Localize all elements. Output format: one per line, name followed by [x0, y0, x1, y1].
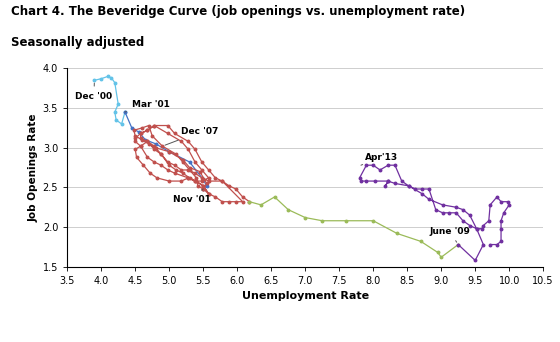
X-axis label: Unemployment Rate: Unemployment Rate — [241, 291, 369, 301]
Text: Seasonally adjusted: Seasonally adjusted — [11, 36, 144, 49]
Text: Mar '01: Mar '01 — [125, 100, 170, 112]
Text: June '09: June '09 — [429, 226, 470, 242]
Text: Apr'13: Apr'13 — [361, 153, 398, 165]
Text: Dec '07: Dec '07 — [165, 127, 219, 145]
Text: Dec '00: Dec '00 — [76, 83, 113, 101]
Text: Nov '01: Nov '01 — [172, 189, 211, 204]
Text: Chart 4. The Beveridge Curve (job openings vs. unemployment rate): Chart 4. The Beveridge Curve (job openin… — [11, 5, 465, 18]
Y-axis label: Job Openings Rate: Job Openings Rate — [29, 113, 39, 222]
